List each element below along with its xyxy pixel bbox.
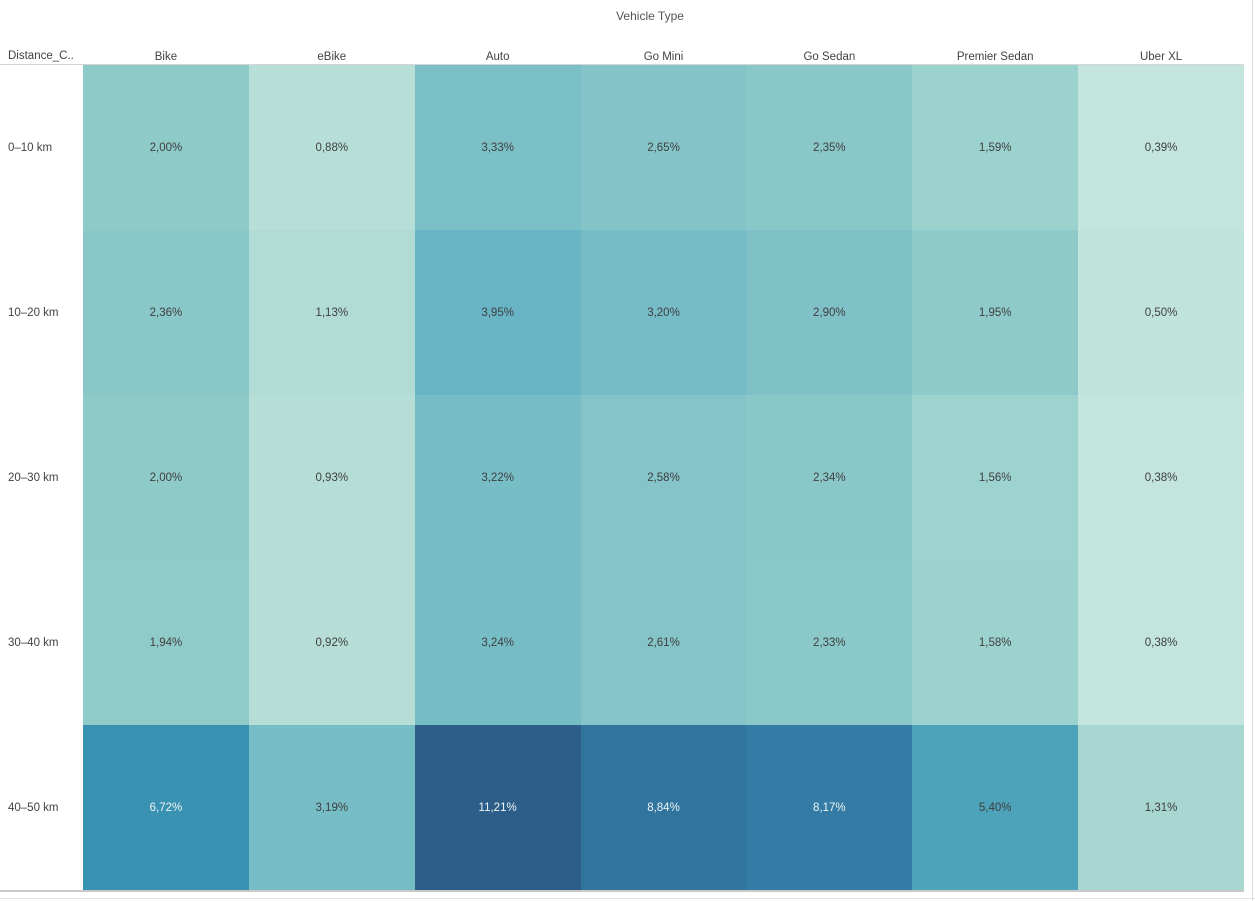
heatmap-cell-40-50-km-go-mini[interactable]: 8,84%: [580, 725, 747, 890]
column-header-bike[interactable]: Bike: [154, 51, 178, 63]
column-header-premier-sedan[interactable]: Premier Sedan: [956, 51, 1034, 63]
heatmap-cell-0-10-km-bike[interactable]: 2,00%: [83, 65, 249, 230]
row-dimension-label[interactable]: Distance_C..: [8, 50, 74, 62]
row-header-20-30-km[interactable]: 20–30 km: [8, 471, 59, 484]
header-divider: [0, 64, 1244, 65]
heatmap-cell-0-10-km-go-mini[interactable]: 2,65%: [580, 65, 747, 230]
heatmap-grid: 2,00% 0,88% 3,33% 2,65% 2,35% 1,59% 0,39% 2,36%…: [83, 65, 1244, 890]
heatmap-cell-10-20-km-uber-xl[interactable]: 0,50%: [1078, 230, 1244, 395]
chart-title: Vehicle Type: [616, 9, 684, 23]
heatmap-cell-30-40-km-ebike[interactable]: 0,92%: [248, 560, 415, 725]
column-header-auto[interactable]: Auto: [485, 51, 510, 63]
column-header-uber-xl[interactable]: Uber XL: [1139, 51, 1183, 63]
heatmap-cell-30-40-km-go-mini[interactable]: 2,61%: [580, 560, 747, 725]
heatmap-cell-30-40-km-go-sedan[interactable]: 2,33%: [746, 560, 913, 725]
heatmap-cell-10-20-km-ebike[interactable]: 1,13%: [248, 230, 415, 395]
heatmap-cell-40-50-km-ebike[interactable]: 3,19%: [248, 725, 415, 890]
column-header-ebike[interactable]: eBike: [317, 51, 347, 63]
row-header-10-20-km[interactable]: 10–20 km: [8, 306, 59, 319]
row-header-30-40-km[interactable]: 30–40 km: [8, 636, 59, 649]
heatmap-cell-40-50-km-uber-xl[interactable]: 1,31%: [1078, 725, 1244, 890]
column-header-go-sedan[interactable]: Go Sedan: [803, 51, 856, 63]
heatmap-cell-40-50-km-bike[interactable]: 6,72%: [83, 725, 249, 890]
bottom-divider: [0, 890, 1244, 892]
bottom-border: [0, 898, 1255, 899]
heatmap-cell-30-40-km-bike[interactable]: 1,94%: [83, 560, 249, 725]
heatmap-cell-0-10-km-go-sedan[interactable]: 2,35%: [746, 65, 913, 230]
heatmap-cell-30-40-km-auto[interactable]: 3,24%: [414, 560, 581, 725]
right-border: [1252, 0, 1253, 901]
heatmap-cell-20-30-km-premier-sedan[interactable]: 1,56%: [912, 395, 1079, 560]
heatmap-cell-20-30-km-uber-xl[interactable]: 0,38%: [1078, 395, 1244, 560]
heatmap-cell-20-30-km-auto[interactable]: 3,22%: [414, 395, 581, 560]
heatmap-cell-0-10-km-premier-sedan[interactable]: 1,59%: [912, 65, 1079, 230]
heatmap-cell-20-30-km-bike[interactable]: 2,00%: [83, 395, 249, 560]
heatmap-cell-20-30-km-go-mini[interactable]: 2,58%: [580, 395, 747, 560]
heatmap-cell-10-20-km-bike[interactable]: 2,36%: [83, 230, 249, 395]
heatmap-cell-10-20-km-auto[interactable]: 3,95%: [414, 230, 581, 395]
heatmap-cell-10-20-km-go-sedan[interactable]: 2,90%: [746, 230, 913, 395]
row-header-0-10-km[interactable]: 0–10 km: [8, 141, 53, 154]
heatmap-cell-40-50-km-go-sedan[interactable]: 8,17%: [746, 725, 913, 890]
heatmap-cell-10-20-km-premier-sedan[interactable]: 1,95%: [912, 230, 1079, 395]
heatmap-cell-40-50-km-premier-sedan[interactable]: 5,40%: [912, 725, 1079, 890]
row-headers: 0–10 km 10–20 km 20–30 km 30–40 km 40–50 km: [0, 65, 83, 890]
heatmap-cell-40-50-km-auto[interactable]: 11,21%: [414, 725, 581, 890]
heatmap-cell-0-10-km-ebike[interactable]: 0,88%: [248, 65, 415, 230]
heatmap-cell-30-40-km-premier-sedan[interactable]: 1,58%: [912, 560, 1079, 725]
heatmap-cell-20-30-km-ebike[interactable]: 0,93%: [248, 395, 415, 560]
heatmap-cell-10-20-km-go-mini[interactable]: 3,20%: [580, 230, 747, 395]
heatmap-cell-0-10-km-uber-xl[interactable]: 0,39%: [1078, 65, 1244, 230]
column-headers: Bike eBike Auto Go Mini Go Sedan Premier Seda…: [83, 50, 1244, 64]
row-header-40-50-km[interactable]: 40–50 km: [8, 801, 59, 814]
heatmap-cell-0-10-km-auto[interactable]: 3,33%: [414, 65, 581, 230]
heatmap-cell-20-30-km-go-sedan[interactable]: 2,34%: [746, 395, 913, 560]
heatmap-cell-30-40-km-uber-xl[interactable]: 0,38%: [1078, 560, 1244, 725]
column-header-go-mini[interactable]: Go Mini: [643, 51, 684, 63]
